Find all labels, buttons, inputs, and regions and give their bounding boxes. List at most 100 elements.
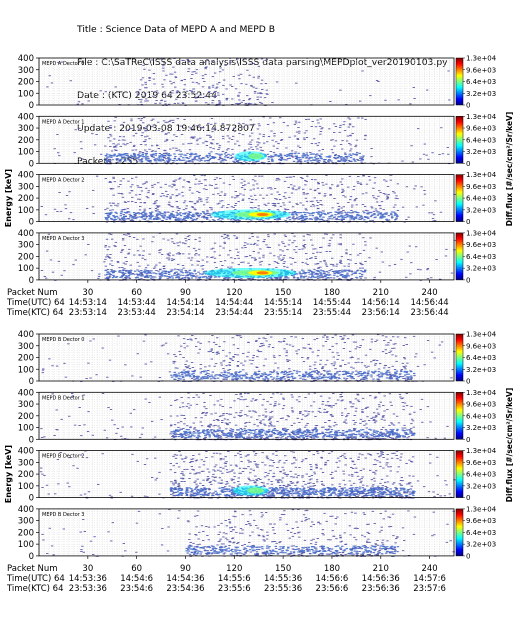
x-tick-ktc: 23:55:14 [264,308,302,318]
colorbar-tick-label: 0 [466,102,470,110]
colorbar-tick-label: 0 [466,436,470,444]
x-tick-utc: 14:53:14 [69,298,107,308]
y-tick-label: 300 [18,342,34,352]
colorbar-gradient [455,450,464,498]
y-tick-label: 0 [29,552,34,562]
panel-label: MEPD B Dector 3 [42,512,84,518]
panel-grid [38,333,455,382]
y-tick-label: 400 [18,388,34,398]
colorbar-tick-label: 3.2e+03 [466,482,496,490]
colorbar-tick-label: 1.3e+04 [466,447,497,455]
x-tick-packet: 30 [82,288,93,298]
colorbar-gradient [455,333,464,382]
colorbar-tick-label: 9.6e+03 [466,241,496,249]
y-tick-label: 200 [18,78,34,88]
x-tick-packet: 240 [421,288,437,298]
colorbar-tick-label: 1.3e+04 [466,389,497,397]
y-tick-label: 200 [18,354,34,364]
x-tick-ktc: 23:56:6 [316,584,349,594]
colorbar-tick-label: 3.2e+03 [466,90,496,98]
colorbar-tick-label: 3.2e+03 [466,265,496,273]
colorbar: 1.3e+04 9.6e+03 6.4e+03 3.2e+03 0 [455,505,497,560]
y-tick-label: 300 [18,66,34,76]
colorbar-gradient [455,508,464,557]
colorbar-tick-label: 6.4e+03 [466,471,496,479]
y-tick-label: 100 [18,264,34,274]
energy-axis-label: Energy [keV] [4,445,13,503]
x-tick-ktc: 23:53:44 [118,308,156,318]
x-tick-ktc: 23:55:36 [264,584,302,594]
colorbar-gradient [455,232,464,281]
colorbar-tick-label: 6.4e+03 [466,78,496,86]
colorbar-tick-label: 3.2e+03 [466,206,496,214]
y-tick-label: 300 [18,182,34,192]
x-tick-packet: 120 [226,288,242,298]
colorbar-tick-label: 3.2e+03 [466,541,496,549]
panel-label: MEPD A Dector 1 [42,119,84,125]
panel-low-energy-band [170,370,416,380]
colorbar-tick-label: 9.6e+03 [466,183,496,191]
y-tick-label: 300 [18,124,34,134]
y-tick-label: 0 [29,377,34,387]
x-tick-utc: 14:55:36 [264,574,302,584]
y-tick-label: 300 [18,241,34,251]
colorbar-tick-label: 0 [466,378,470,386]
header-title: Title : Science Data of MEPD A and MEPD … [77,24,276,35]
x-tick-packet: 60 [131,288,142,298]
colorbar-tick-label: 6.4e+03 [466,136,496,144]
y-tick-label: 400 [18,54,34,64]
y-tick-label: 400 [18,171,34,181]
colorbar-tick-label: 9.6e+03 [466,459,496,467]
x-tick-packet: 210 [373,564,389,574]
y-tick-label: 400 [18,229,34,239]
colorbar-tick-label: 1.3e+04 [466,171,497,179]
y-tick-label: 400 [18,112,34,122]
colorbar-axis-label: Diff.flux [#/sec/cm²/Sr/keV] [505,388,514,503]
colorbar-tick-label: 1.3e+04 [466,113,497,121]
panel-low-energy-band [104,152,365,163]
colorbar-tick-label: 9.6e+03 [466,342,496,350]
colorbar: 1.3e+04 9.6e+03 6.4e+03 3.2e+03 0 [455,229,497,284]
colorbar-tick-label: 0 [466,494,470,502]
x-axis-row-label: Time(KTC) 64 [6,308,64,318]
y-tick-label: 0 [29,276,34,286]
y-tick-label: 0 [29,435,34,445]
panel-flux-core [232,485,269,496]
y-tick-label: 100 [18,540,34,550]
x-tick-utc: 14:54:44 [215,298,253,308]
y-tick-label: 0 [29,218,34,228]
x-axis-row-label: Time(UTC) 64 [6,574,65,584]
y-tick-label: 0 [29,101,34,111]
x-tick-ktc: 23:54:44 [215,308,253,318]
panel-a-1: MEPD A Dector 140030020010001.3e+049.6e+… [18,112,497,169]
colorbar: 1.3e+04 9.6e+03 6.4e+03 3.2e+03 0 [455,447,497,502]
colorbar-tick-label: 1.3e+04 [466,55,497,63]
colorbar-gradient [455,392,464,440]
x-tick-ktc: 23:55:44 [313,308,351,318]
x-tick-ktc: 23:57:6 [413,584,446,594]
x-tick-utc: 14:53:36 [69,574,107,584]
colorbar-tick-label: 3.2e+03 [466,424,496,432]
panel-low-energy-band [171,428,416,439]
panel-flux-points [46,58,451,106]
panel-label: MEPD A Dector 0 [42,61,84,67]
colorbar-tick-label: 1.3e+04 [466,229,497,237]
y-tick-label: 0 [29,494,34,504]
x-tick-packet: 180 [324,288,340,298]
panel-flux-core [234,151,267,162]
colorbar-gradient [455,174,464,222]
y-tick-label: 400 [18,447,34,457]
y-tick-label: 100 [18,148,34,158]
x-tick-ktc: 23:54:14 [166,308,204,318]
x-tick-utc: 14:53:44 [118,298,156,308]
